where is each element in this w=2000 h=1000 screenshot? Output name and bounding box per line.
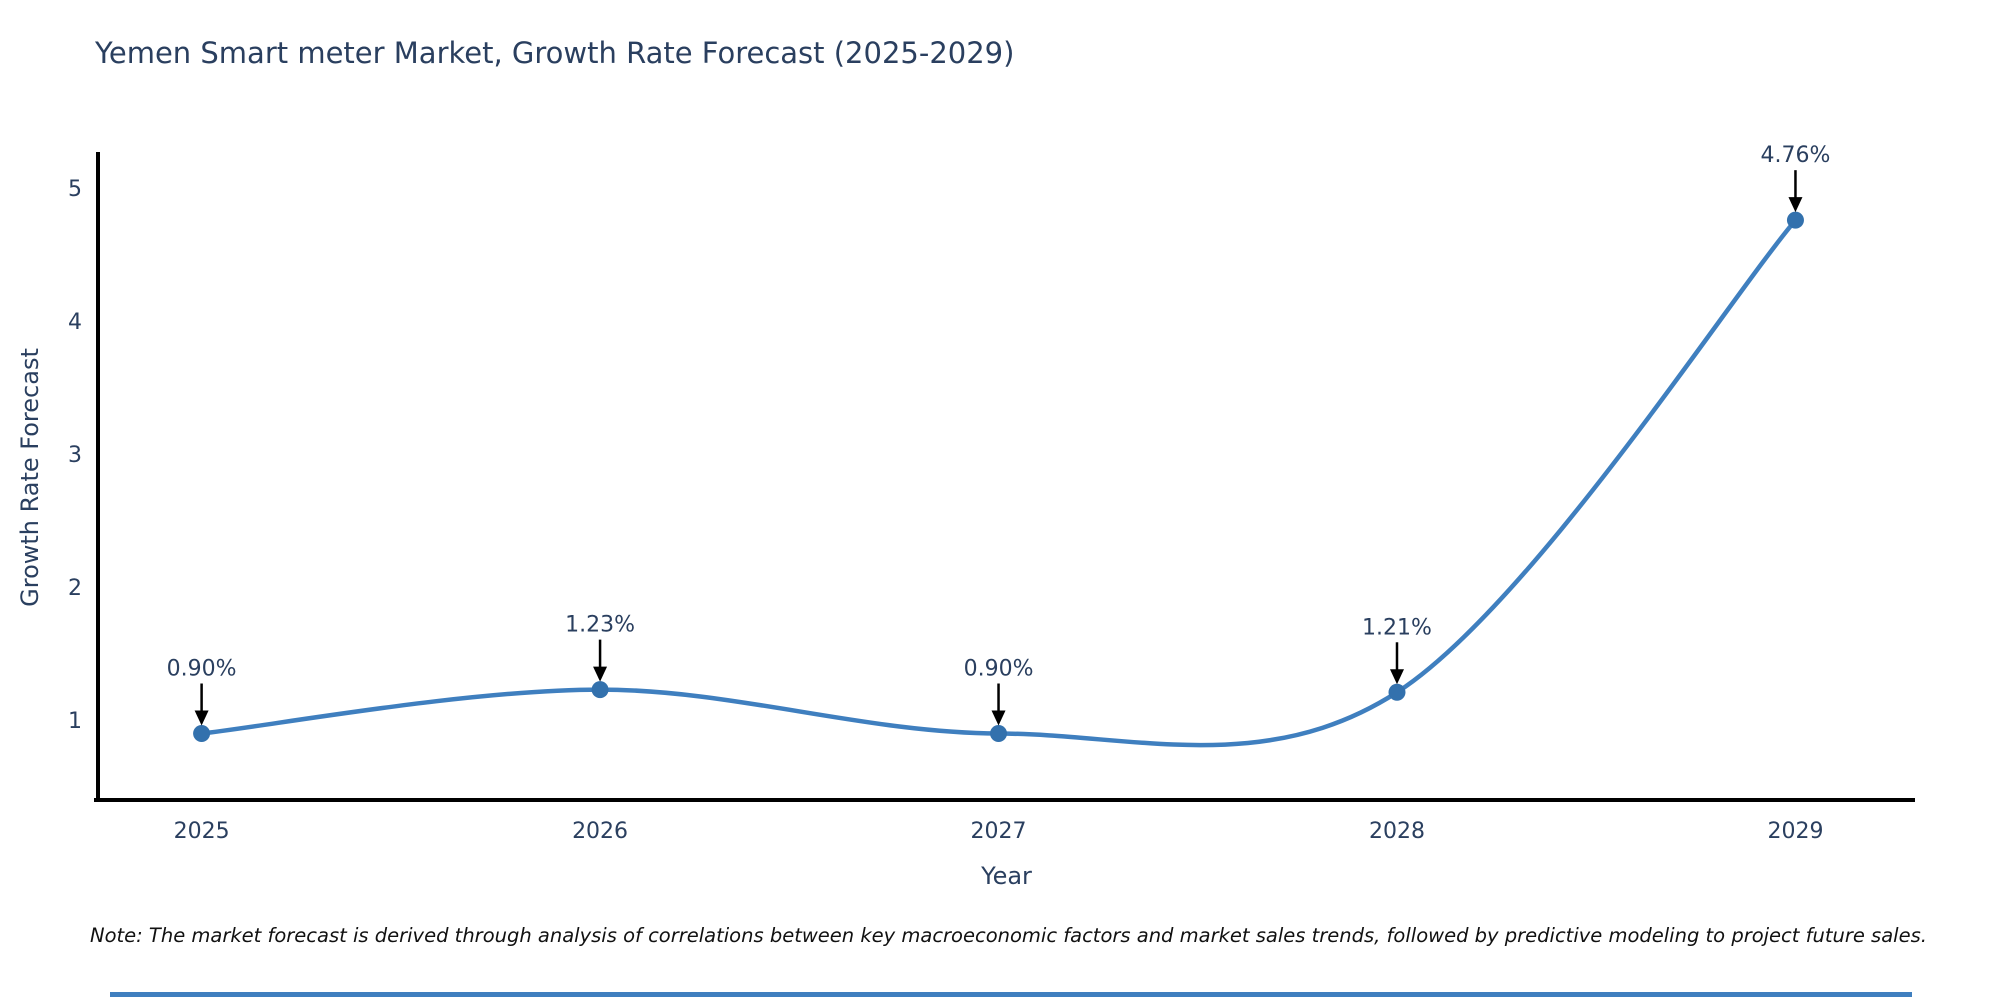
y-tick-label-2: 2 bbox=[68, 576, 82, 601]
series-markers bbox=[193, 211, 1804, 743]
annotation-arrowhead-icon bbox=[1389, 669, 1404, 685]
annotation-arrowhead-icon bbox=[194, 710, 209, 726]
chart-canvas: 2025 2026 2027 2028 2029 1 2 3 4 5 0.90%… bbox=[16, 143, 1915, 890]
y-axis-ticks: 1 2 3 4 5 bbox=[68, 177, 82, 734]
chart-title: Yemen Smart meter Market, Growth Rate Fo… bbox=[95, 36, 1015, 70]
x-axis-title: Year bbox=[980, 862, 1032, 890]
y-axis-title: Growth Rate Forecast bbox=[16, 348, 44, 607]
x-tick-label-2027: 2027 bbox=[971, 819, 1027, 844]
annotation-2025: 0.90% bbox=[167, 657, 237, 682]
y-tick-label-5: 5 bbox=[68, 177, 82, 202]
annotation-arrowhead-icon bbox=[991, 710, 1006, 726]
data-point-marker-2029 bbox=[1786, 211, 1804, 229]
y-tick-label-4: 4 bbox=[68, 310, 82, 335]
annotation-arrowhead-icon bbox=[1788, 197, 1803, 213]
data-point-marker-2026 bbox=[591, 681, 609, 699]
x-axis-ticks: 2025 2026 2027 2028 2029 bbox=[174, 819, 1824, 844]
data-point-marker-2028 bbox=[1388, 683, 1406, 701]
annotation-2027: 0.90% bbox=[964, 657, 1034, 682]
data-point-marker-2027 bbox=[990, 725, 1008, 743]
data-point-marker-2025 bbox=[193, 725, 211, 743]
annotation-2028: 1.21% bbox=[1362, 615, 1432, 640]
point-annotations: 0.90% 1.23% 0.90% 1.21% 4.76% bbox=[167, 143, 1831, 681]
x-tick-label-2026: 2026 bbox=[572, 819, 628, 844]
bottom-divider-bar bbox=[110, 992, 1912, 997]
annotation-2029: 4.76% bbox=[1761, 143, 1831, 168]
annotation-2026: 1.23% bbox=[565, 613, 635, 638]
y-tick-label-1: 1 bbox=[68, 709, 82, 734]
annotation-arrowhead-icon bbox=[593, 666, 608, 682]
x-tick-label-2025: 2025 bbox=[174, 819, 230, 844]
x-tick-label-2028: 2028 bbox=[1369, 819, 1425, 844]
y-tick-label-3: 3 bbox=[68, 443, 82, 468]
x-tick-label-2029: 2029 bbox=[1767, 819, 1823, 844]
annotation-arrows bbox=[194, 170, 1803, 726]
series-line bbox=[199, 217, 1798, 748]
footnote: Note: The market forecast is derived thr… bbox=[90, 924, 1927, 947]
